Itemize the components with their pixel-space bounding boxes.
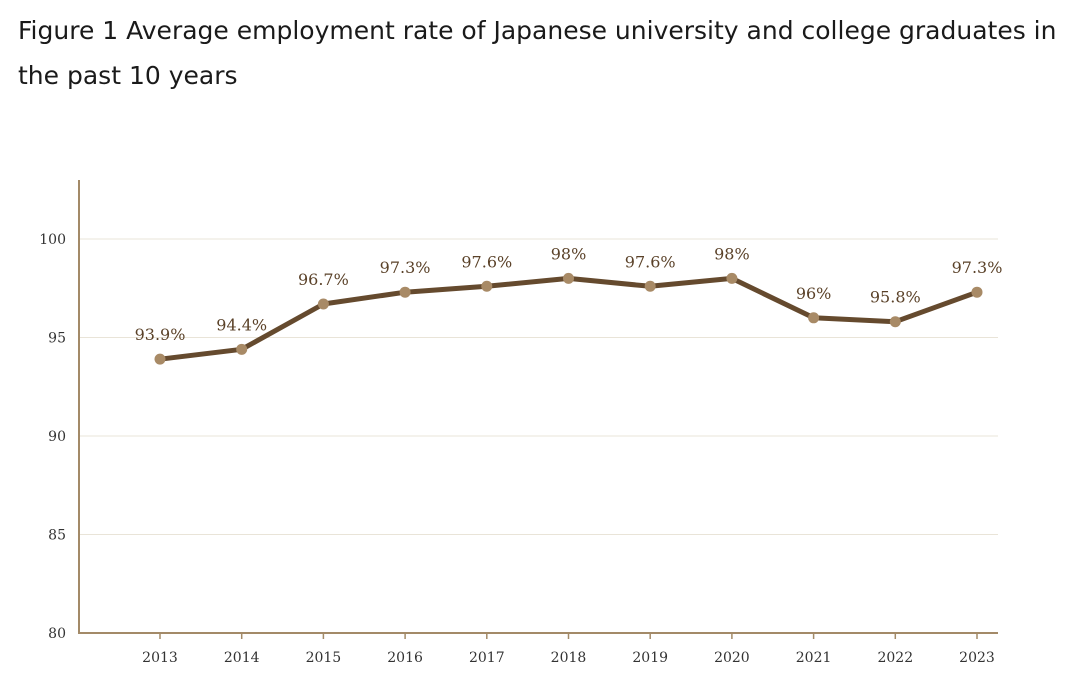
series-line (157, 275, 980, 362)
data-label-2020: 98% (714, 244, 750, 263)
y-tick-label-90: 90 (48, 429, 66, 445)
data-label-2021: 96% (796, 284, 832, 303)
data-label-2023: 97.3% (952, 258, 1003, 277)
x-tick-label-2015: 2015 (306, 650, 342, 666)
x-tick-label-2013: 2013 (142, 650, 178, 666)
y-tick-label-80: 80 (48, 626, 66, 642)
x-tick-label-2018: 2018 (551, 650, 587, 666)
gridlines (79, 238, 998, 535)
data-point-2022 (889, 316, 901, 328)
y-tick-label-95: 95 (48, 331, 66, 347)
data-label-2015: 96.7% (298, 270, 349, 289)
y-tick-label-85: 85 (48, 528, 66, 544)
data-markers (154, 272, 983, 365)
data-label-2022: 95.8% (870, 288, 921, 307)
data-label-2016: 97.3% (380, 258, 431, 277)
x-tick-label-2022: 2022 (877, 650, 913, 666)
data-point-2014 (236, 343, 248, 355)
axes (78, 180, 998, 639)
data-label-2019: 97.6% (625, 252, 676, 271)
data-point-2021 (808, 312, 820, 324)
data-point-2019 (644, 280, 656, 292)
x-tick-label-2017: 2017 (469, 650, 505, 666)
series-line-group (157, 275, 980, 362)
y-tick-label-100: 100 (39, 232, 66, 248)
x-tick-label-2023: 2023 (959, 650, 995, 666)
x-tick-label-2021: 2021 (796, 650, 832, 666)
data-label-2017: 97.6% (461, 252, 512, 271)
data-point-2018 (563, 272, 574, 284)
figure-title: Figure 1 Average employment rate of Japa… (18, 16, 1057, 90)
data-point-2023 (971, 286, 983, 298)
x-tick-label-2020: 2020 (714, 650, 750, 666)
x-tick-labels: 2013 2014 2015 2016 2017 2018 2019 2020 2021 2022… (142, 650, 995, 666)
data-point-2017 (481, 280, 493, 292)
y-tick-labels: 80 85 90 95 100 (39, 232, 66, 642)
data-point-2015 (317, 298, 329, 310)
x-tick-label-2014: 2014 (224, 650, 260, 666)
data-point-2020 (726, 272, 738, 284)
data-point-2013 (154, 353, 166, 365)
data-label-2013: 93.9% (135, 325, 186, 344)
data-point-2016 (399, 286, 411, 298)
data-label-2018: 98% (551, 244, 587, 263)
data-labels: 93.9% 94.4% 96.7% 97.3% 97.6% 98% 97.6% 98% 96% 9… (135, 244, 1003, 344)
data-label-2014: 94.4% (216, 315, 267, 334)
x-tick-label-2019: 2019 (632, 650, 668, 666)
x-tick-label-2016: 2016 (387, 650, 423, 666)
